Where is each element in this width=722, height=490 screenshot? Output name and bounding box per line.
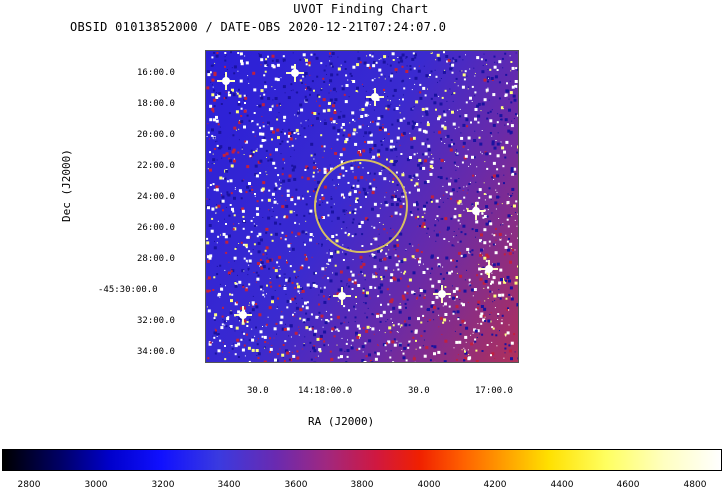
dec-tick-label: 24:00.0 [137,192,175,202]
bright-star [286,64,304,82]
bright-star [366,88,384,106]
dec-tick-label: 32:00.0 [137,316,175,326]
bright-star [467,202,485,220]
dec-tick-label: 28:00.0 [137,254,175,264]
ra-tick-label: 17:00.0 [475,386,513,396]
y-axis-label: Dec (J2000) [60,149,73,222]
colorbar-gradient [2,449,722,471]
dec-tick-label: 20:00.0 [137,130,175,140]
bright-star [217,72,235,90]
ra-tick-label: 14:18:00.0 [298,386,352,396]
dec-tick-label: 34:00.0 [137,347,175,357]
chart-title: UVOT Finding Chart [0,2,722,16]
x-axis-label: RA (J2000) [308,415,374,428]
colorbar: 2800 3000 3200 3400 3600 3800 4000 4200 … [0,449,722,489]
bright-star [433,285,451,303]
ra-tick-label: 30.0 [247,386,269,396]
star-field [206,51,518,362]
bright-star [333,287,351,305]
dec-tick-label: -45:30:00.0 [98,285,158,295]
bright-star [234,306,252,324]
ra-tick-label: 30.0 [408,386,430,396]
dec-tick-label: 16:00.0 [137,68,175,78]
sky-image[interactable] [205,50,519,363]
dec-tick-label: 18:00.0 [137,99,175,109]
obs-subtitle: OBSID 01013852000 / DATE-OBS 2020-12-21T… [70,20,446,34]
bright-star [480,260,498,278]
dec-tick-label: 22:00.0 [137,161,175,171]
dec-tick-label: 26:00.0 [137,223,175,233]
